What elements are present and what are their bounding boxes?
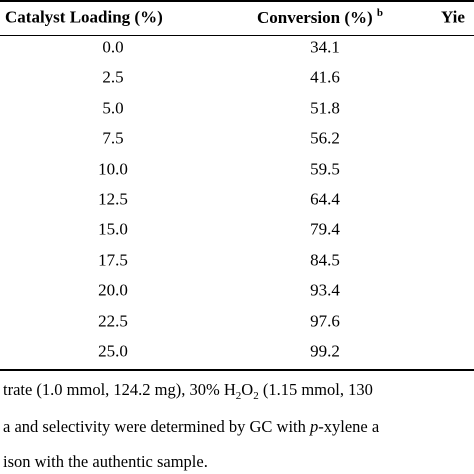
table-cell: 0.0 <box>102 37 124 57</box>
subscript: 2 <box>235 390 242 402</box>
bottom-rule <box>0 369 474 371</box>
table-cell: 22.5 <box>98 311 128 331</box>
table-cell: 84.5 <box>310 250 340 270</box>
table-cell: 41.6 <box>310 67 340 87</box>
text: O <box>241 380 254 399</box>
table-cell: 34.1 <box>310 37 340 57</box>
table-cell: 79.4 <box>310 219 340 239</box>
table-cell: 17.5 <box>98 250 128 270</box>
table-cell: 12.5 <box>98 189 128 209</box>
table-cell: 59.5 <box>310 159 340 179</box>
table-cell: 2.5 <box>102 67 124 87</box>
text: trate (1.0 mmol, 124.2 mg), 30% H <box>3 380 236 399</box>
table-cell: 93.4 <box>310 280 340 300</box>
table-cell: 56.2 <box>310 128 340 148</box>
header-rule <box>0 35 474 36</box>
header-text: Conversion (%) <box>256 8 373 27</box>
text: -xylene a <box>318 416 380 436</box>
text: ison with the authentic sample. <box>3 451 208 471</box>
table-cell: 20.0 <box>98 280 128 300</box>
table-cell: 10.0 <box>98 159 128 179</box>
top-rule <box>0 0 474 2</box>
header-cell: Conversion (%) b <box>256 7 384 27</box>
header-cell: Yie <box>441 7 465 27</box>
table-cell: 25.0 <box>98 341 128 361</box>
table-cell: 51.8 <box>310 98 340 118</box>
table-cell: 97.6 <box>310 311 340 331</box>
header-cell: Catalyst Loading (%) <box>5 7 163 27</box>
table-cell: 7.5 <box>102 128 124 148</box>
footnote: ison with the authentic sample. <box>3 451 208 471</box>
text: (1.15 mmol, 130 <box>258 380 373 399</box>
italic-text: p <box>310 416 319 436</box>
table-cell: 64.4 <box>310 189 340 209</box>
subscript: 2 <box>253 390 259 402</box>
footnote-mark: b <box>376 7 384 19</box>
table-cell: 5.0 <box>102 98 124 118</box>
text: a and selectivity were determined by GC … <box>3 416 310 436</box>
table-cell: 15.0 <box>98 219 128 239</box>
table-cell: 99.2 <box>310 341 340 361</box>
footnote: trate (1.0 mmol, 124.2 mg), 30% H2O2 (1.… <box>3 380 373 402</box>
footnote: a and selectivity were determined by GC … <box>3 416 380 436</box>
